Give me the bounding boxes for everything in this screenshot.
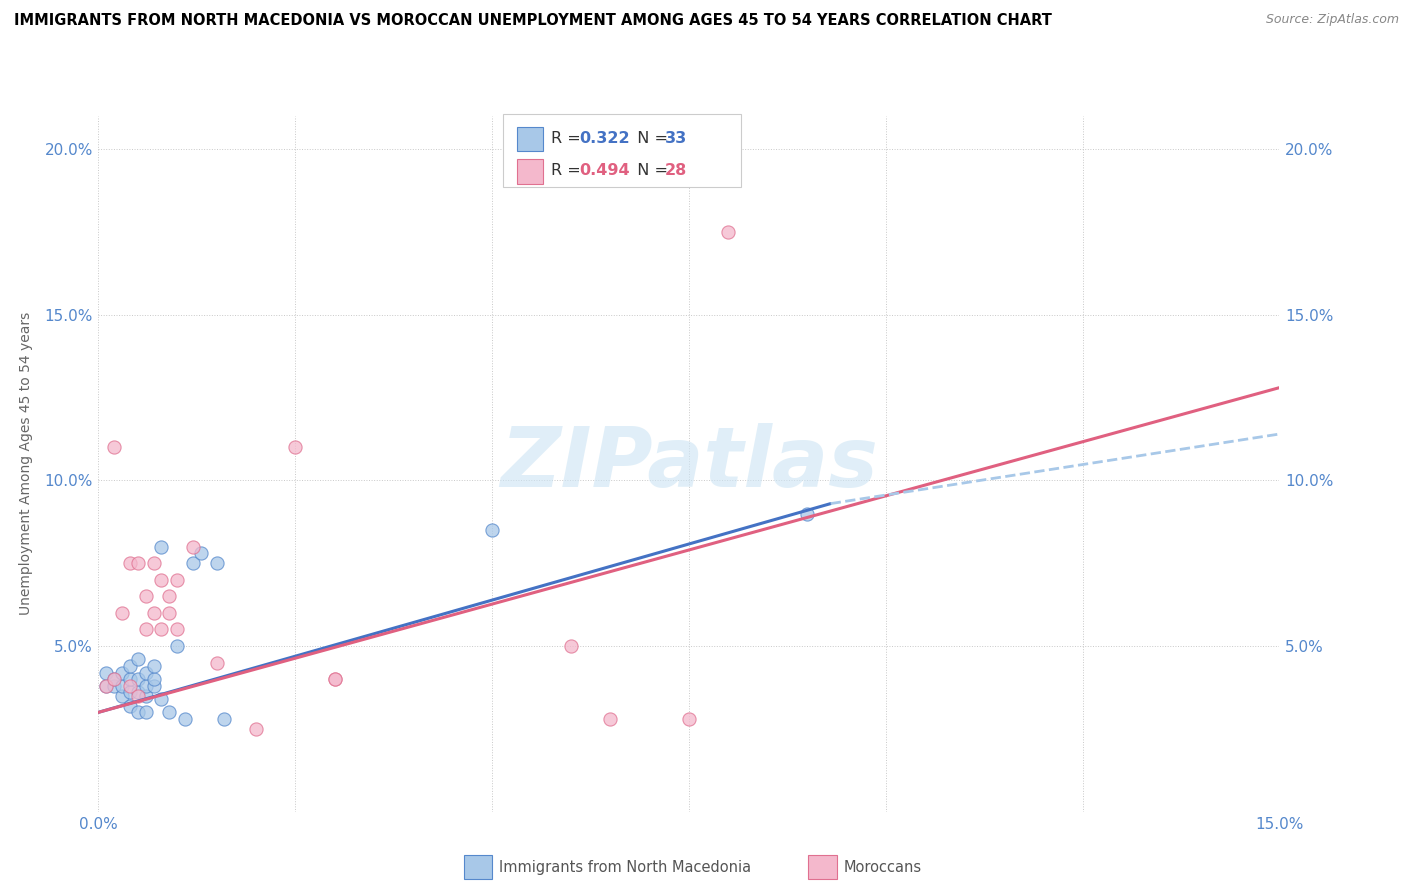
Point bbox=[135, 689, 157, 703]
Point bbox=[181, 556, 204, 570]
Point bbox=[150, 540, 173, 554]
Point bbox=[118, 679, 141, 693]
Text: R =: R = bbox=[551, 130, 586, 145]
Point bbox=[135, 679, 157, 693]
Point bbox=[245, 722, 267, 736]
Point bbox=[142, 606, 165, 620]
Point bbox=[127, 652, 149, 666]
Point bbox=[96, 679, 118, 693]
Point bbox=[166, 623, 188, 637]
Point bbox=[205, 556, 228, 570]
Point bbox=[118, 659, 141, 673]
Point bbox=[127, 685, 149, 699]
Point bbox=[111, 665, 134, 680]
Text: Immigrants from North Macedonia: Immigrants from North Macedonia bbox=[499, 861, 751, 875]
Text: 28: 28 bbox=[665, 163, 688, 178]
Point bbox=[717, 225, 740, 239]
Text: 33: 33 bbox=[665, 130, 688, 145]
Text: Source: ZipAtlas.com: Source: ZipAtlas.com bbox=[1265, 13, 1399, 27]
Point bbox=[135, 590, 157, 604]
Text: N =: N = bbox=[627, 163, 673, 178]
Point bbox=[103, 672, 125, 686]
Point bbox=[142, 659, 165, 673]
Point bbox=[111, 689, 134, 703]
Point bbox=[181, 540, 204, 554]
Point bbox=[118, 698, 141, 713]
Text: 0.322: 0.322 bbox=[579, 130, 630, 145]
Y-axis label: Unemployment Among Ages 45 to 54 years: Unemployment Among Ages 45 to 54 years bbox=[20, 312, 34, 615]
Point bbox=[205, 656, 228, 670]
Point bbox=[214, 712, 236, 726]
Point bbox=[157, 590, 180, 604]
Point bbox=[284, 440, 307, 454]
Point bbox=[323, 672, 346, 686]
Point bbox=[796, 507, 818, 521]
Text: R =: R = bbox=[551, 163, 586, 178]
Point bbox=[103, 679, 125, 693]
Point bbox=[166, 639, 188, 653]
Point bbox=[157, 606, 180, 620]
Point bbox=[142, 679, 165, 693]
Point bbox=[481, 523, 503, 537]
Point bbox=[142, 672, 165, 686]
Point bbox=[118, 556, 141, 570]
Point bbox=[135, 706, 157, 720]
Point bbox=[135, 665, 157, 680]
Point bbox=[127, 672, 149, 686]
Point bbox=[103, 672, 125, 686]
Point bbox=[103, 440, 125, 454]
Point bbox=[150, 573, 173, 587]
Point bbox=[127, 556, 149, 570]
Point bbox=[157, 706, 180, 720]
Point bbox=[127, 706, 149, 720]
Point bbox=[190, 546, 212, 560]
Point bbox=[118, 685, 141, 699]
Point bbox=[111, 679, 134, 693]
Point bbox=[142, 556, 165, 570]
Point bbox=[323, 672, 346, 686]
Text: ZIPatlas: ZIPatlas bbox=[501, 424, 877, 504]
Point bbox=[96, 665, 118, 680]
Point bbox=[150, 623, 173, 637]
Point bbox=[560, 639, 582, 653]
Point bbox=[111, 606, 134, 620]
Point bbox=[174, 712, 197, 726]
Point bbox=[96, 679, 118, 693]
Point bbox=[127, 689, 149, 703]
Text: 0.494: 0.494 bbox=[579, 163, 630, 178]
Point bbox=[150, 692, 173, 706]
Point bbox=[118, 672, 141, 686]
Point bbox=[599, 712, 621, 726]
Point bbox=[135, 623, 157, 637]
Point bbox=[678, 712, 700, 726]
Text: IMMIGRANTS FROM NORTH MACEDONIA VS MOROCCAN UNEMPLOYMENT AMONG AGES 45 TO 54 YEA: IMMIGRANTS FROM NORTH MACEDONIA VS MOROC… bbox=[14, 13, 1052, 29]
Text: Moroccans: Moroccans bbox=[844, 861, 922, 875]
Text: N =: N = bbox=[627, 130, 673, 145]
Point bbox=[166, 573, 188, 587]
